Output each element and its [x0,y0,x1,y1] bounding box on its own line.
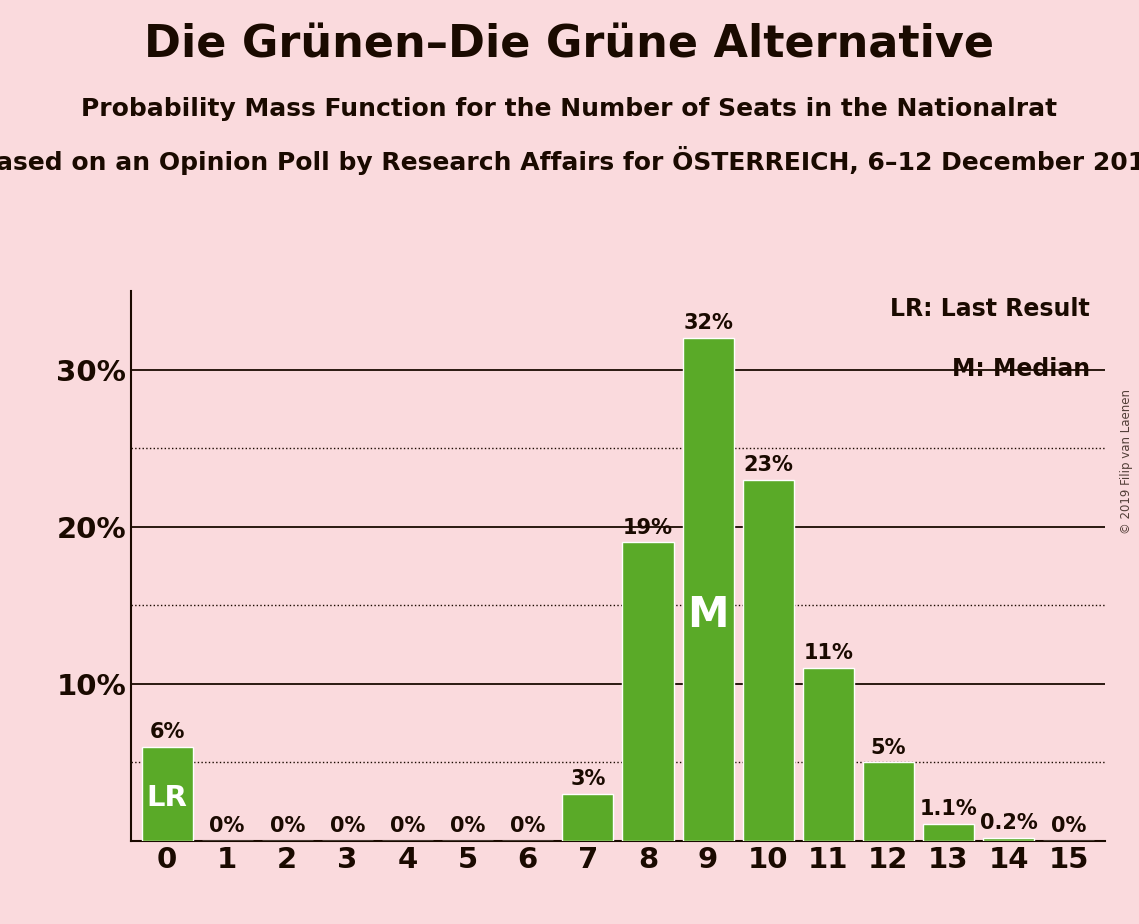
Text: M: M [687,593,729,636]
Bar [682,338,734,841]
Text: 3%: 3% [571,769,606,789]
Text: Based on an Opinion Poll by Research Affairs for ÖSTERREICH, 6–12 December 2018: Based on an Opinion Poll by Research Aff… [0,146,1139,175]
Bar [923,823,974,841]
Text: 0.2%: 0.2% [980,813,1038,833]
Text: 11%: 11% [803,643,853,663]
Text: 0%: 0% [450,816,485,836]
Text: 6%: 6% [149,722,185,742]
Text: 0%: 0% [210,816,245,836]
Text: 0%: 0% [390,816,425,836]
Text: LR: LR [147,784,188,812]
Text: 32%: 32% [683,313,734,334]
Bar [983,838,1034,841]
Text: Die Grünen–Die Grüne Alternative: Die Grünen–Die Grüne Alternative [145,23,994,67]
Text: M: Median: M: Median [952,357,1090,381]
Text: 0%: 0% [329,816,366,836]
Text: 1.1%: 1.1% [919,799,977,819]
Bar [563,794,614,841]
Text: © 2019 Filip van Laenen: © 2019 Filip van Laenen [1121,390,1133,534]
Bar [141,747,192,841]
Text: LR: Last Result: LR: Last Result [891,297,1090,321]
Text: 23%: 23% [744,455,793,475]
Text: 19%: 19% [623,517,673,538]
Bar [622,542,673,841]
Text: 5%: 5% [870,737,907,758]
Bar [863,762,913,841]
Text: 0%: 0% [270,816,305,836]
Bar [743,480,794,841]
Bar [803,668,854,841]
Text: 0%: 0% [1051,816,1087,836]
Text: 0%: 0% [510,816,546,836]
Text: Probability Mass Function for the Number of Seats in the Nationalrat: Probability Mass Function for the Number… [81,97,1058,121]
